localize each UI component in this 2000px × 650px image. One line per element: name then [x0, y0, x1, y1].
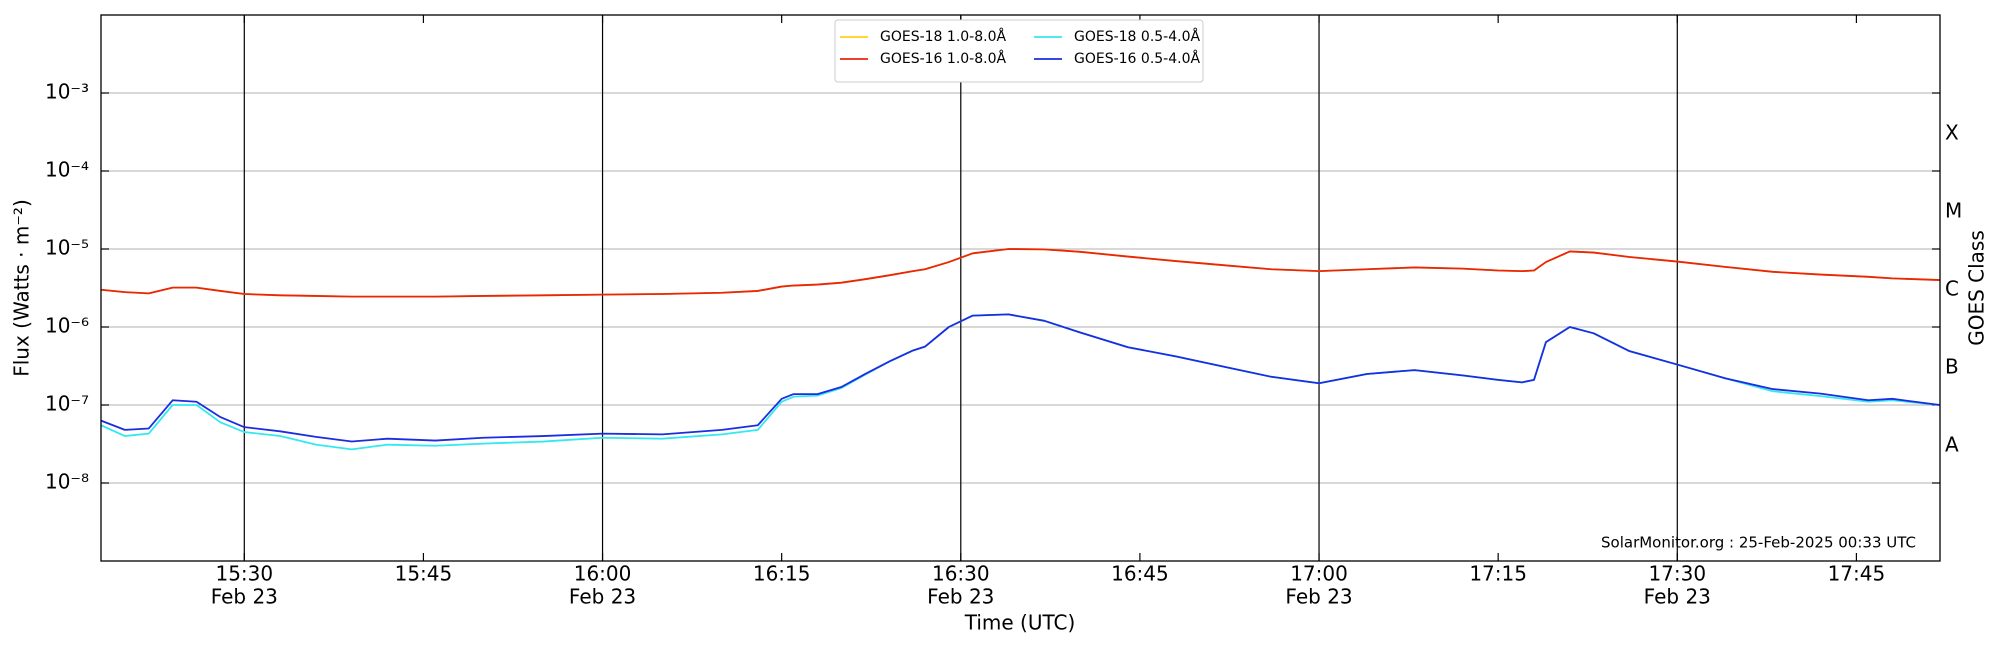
y2-tick-label: B [1945, 354, 1959, 378]
y2-tick-label: X [1945, 120, 1959, 144]
x-tick-label: 17:00 [1290, 562, 1348, 586]
x-axis-label: Time (UTC) [964, 611, 1076, 635]
x-tick-date: Feb 23 [211, 585, 278, 609]
y-tick-label: 10⁻⁴ [45, 158, 89, 182]
x-tick-date: Feb 23 [569, 585, 636, 609]
y-tick-label: 10⁻⁷ [45, 392, 89, 416]
annotation: SolarMonitor.org : 25-Feb-2025 00:33 UTC [1601, 534, 1916, 552]
plot-frame [100, 14, 1941, 562]
series-line [100, 313, 1941, 451]
x-tick-label: 17:15 [1469, 562, 1527, 586]
x-tick-date: Feb 23 [1644, 585, 1711, 609]
x-tick-label: 16:15 [753, 562, 811, 586]
y-tick-label: 10⁻⁵ [45, 236, 89, 260]
x-tick-label: 15:30 [215, 562, 273, 586]
legend-box [834, 19, 1204, 83]
x-tick-label: 16:30 [932, 562, 990, 586]
x-tick-date: Feb 23 [1285, 585, 1352, 609]
series-line [100, 313, 1941, 443]
y2-tick-label: A [1945, 432, 1959, 456]
x-tick-label: 17:45 [1828, 562, 1886, 586]
y2-tick-label: C [1945, 276, 1959, 300]
legend-label: GOES-16 1.0-8.0Å [880, 50, 1006, 67]
y-tick-label: 10⁻³ [45, 80, 89, 104]
x-tick-label: 15:45 [395, 562, 453, 586]
y-axis-label: Flux (Watts · m⁻²) [10, 199, 34, 377]
y2-axis-label: GOES Class [1965, 230, 1989, 346]
legend: GOES-18 1.0-8.0Å GOES-16 1.0-8.0Å GOES-18 … [834, 19, 1204, 83]
x-tick-label: 16:00 [574, 562, 632, 586]
y-tick-label: 10⁻⁶ [45, 314, 89, 338]
series-line [100, 248, 1941, 298]
legend-label: GOES-18 1.0-8.0Å [880, 28, 1006, 45]
y2-tick-label: M [1945, 198, 1962, 222]
x-tick-date: Feb 23 [927, 585, 994, 609]
y-tick-label: 10⁻⁸ [45, 470, 89, 494]
x-tick-label: 17:30 [1648, 562, 1706, 586]
legend-label: GOES-16 0.5-4.0Å [1074, 50, 1200, 67]
series-line [100, 248, 1941, 298]
x-tick-label: 16:45 [1111, 562, 1169, 586]
legend-label: GOES-18 0.5-4.0Å [1074, 28, 1200, 45]
